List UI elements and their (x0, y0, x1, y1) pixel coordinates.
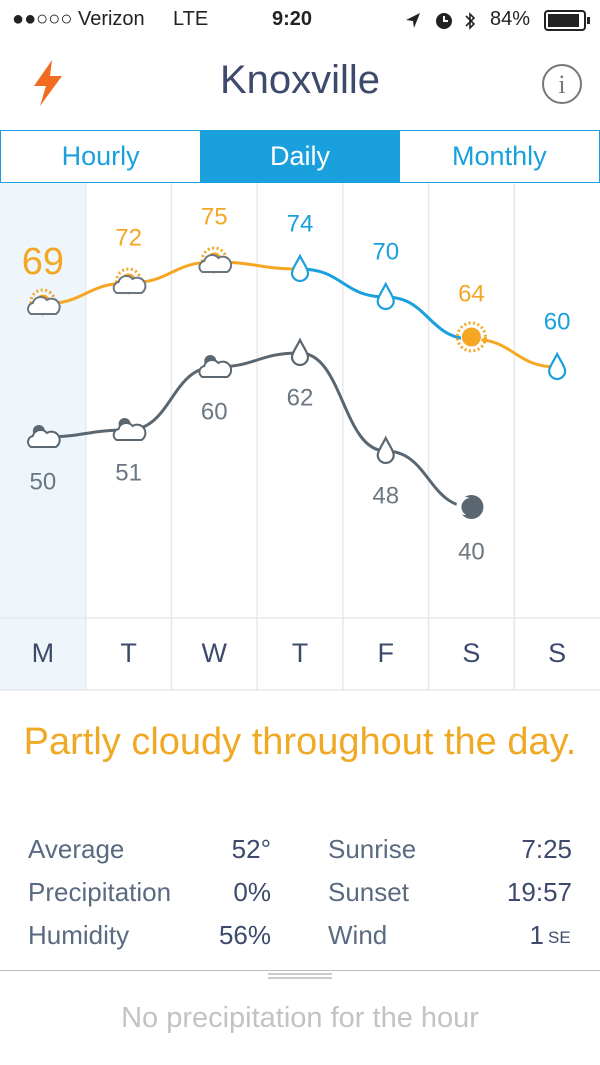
tab[interactable]: Monthly (452, 141, 547, 171)
detail-label: Precipitation (28, 877, 172, 907)
high-label: 72 (115, 224, 142, 251)
weather-icon (376, 435, 395, 465)
detail-label: Average (28, 834, 125, 864)
detail-value: 52° (231, 834, 271, 864)
network: LTE (173, 8, 209, 30)
status-bar: ●●○○○ Verizon LTE 9:20 84% (0, 0, 600, 40)
low-label: 48 (372, 482, 399, 509)
high-label: 70 (372, 238, 399, 265)
moon (461, 498, 480, 516)
tab[interactable]: Hourly (61, 141, 140, 171)
weather-icon (198, 246, 233, 274)
high-label: 74 (287, 210, 314, 237)
tab-bar: Hourly Daily Monthly (0, 130, 600, 183)
high-line (385, 295, 472, 341)
detail-value: 1 (529, 920, 544, 950)
detail-label: Humidity (28, 920, 130, 950)
detail-label: Sunrise (328, 834, 417, 864)
city-title: Knoxville (219, 58, 381, 102)
weather-icon (456, 495, 484, 519)
svg-text:i: i (558, 70, 565, 99)
cloud (27, 429, 61, 448)
sun (455, 321, 487, 353)
low-label: 62 (287, 384, 314, 411)
day-label: S (548, 638, 566, 668)
cloud (27, 296, 61, 315)
clock: 9:20 (272, 8, 313, 30)
day-label: M (32, 638, 55, 668)
weather-icon (112, 267, 147, 295)
weather-icon (112, 418, 147, 441)
battery-percent: 84% (490, 8, 531, 30)
drop (376, 281, 395, 311)
high-line (471, 337, 558, 369)
high-label-selected: 69 (22, 241, 64, 283)
weather-icon (198, 355, 233, 378)
drag-handle[interactable] (268, 972, 332, 980)
drop (548, 351, 567, 381)
drop (376, 435, 395, 465)
day-label: S (462, 638, 480, 668)
weather-icon (27, 288, 61, 316)
detail-value: 7:25 (521, 834, 572, 864)
day-label: F (377, 638, 394, 668)
cloud (198, 359, 233, 378)
detail-value: 19:57 (506, 877, 572, 907)
day-label: T (120, 638, 137, 668)
cloud (198, 254, 233, 273)
high-label: 64 (458, 280, 485, 307)
weather-icon (455, 321, 487, 353)
daily-chart: M T W T F S S 69 72 75 74 70 64 60 50 51 60 62 48 40 (0, 183, 600, 691)
summary: Partly cloudy throughout the day. (23, 721, 577, 763)
low-label: 40 (458, 538, 485, 565)
cloud (112, 422, 147, 441)
drop (290, 253, 310, 283)
info-button[interactable]: i (540, 62, 584, 106)
high-label: 75 (201, 203, 228, 230)
tab[interactable]: Daily (200, 131, 400, 182)
cloud (112, 275, 147, 294)
low-label: 51 (115, 459, 142, 486)
high-line (299, 267, 386, 299)
carrier: ●●○○○ Verizon (12, 8, 145, 30)
divider (0, 970, 600, 971)
detail-value: 56% (218, 920, 271, 950)
day-label: T (292, 638, 309, 668)
low-label: 50 (30, 468, 57, 495)
low-label: 60 (201, 398, 228, 425)
detail-label: Sunset (328, 877, 409, 907)
weather-icon (27, 425, 61, 448)
detail-label: Wind (328, 920, 388, 950)
detail-unit: SE (548, 928, 571, 947)
high-label: 60 (544, 308, 571, 335)
weather-icon (548, 351, 567, 381)
battery-icon (544, 10, 590, 31)
weather-icon (290, 337, 310, 367)
day-label: W (202, 638, 228, 668)
drop (290, 337, 310, 367)
status-icons (406, 12, 476, 30)
weather-icon (376, 281, 395, 311)
sun (460, 326, 482, 348)
low-line (299, 351, 386, 453)
detail-value: 0% (233, 877, 271, 907)
lightning-button[interactable] (30, 58, 66, 108)
weather-icon (290, 253, 310, 283)
precipitation-note: No precipitation for the hour (121, 1002, 479, 1034)
